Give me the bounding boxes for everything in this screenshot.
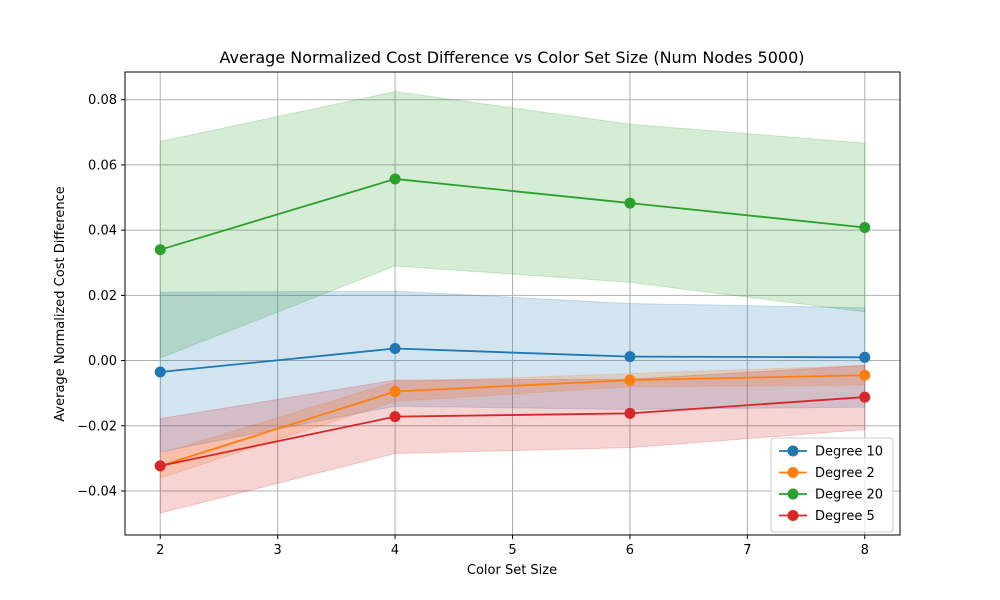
degree-20-legend-marker [787,488,799,500]
legend: Degree 10 Degree 2 Degree 20 Degree 5 [770,437,894,533]
y-tick-label: 0.04 [88,224,117,239]
degree-20-point [624,197,636,209]
x-tick-label: 4 [391,543,399,558]
degree-5-point [389,411,401,423]
degree-10-point [154,366,166,378]
series-lines [159,178,865,467]
degree-5-point [154,460,166,472]
degree-10-band [159,290,866,453]
degree-10-legend-marker [787,445,799,457]
y-tick-label: 0.00 [88,354,117,369]
degree-10-point [624,351,636,363]
y-tick-label: −0.02 [77,419,117,434]
degree-10-line [160,347,865,373]
degree-20-point [859,222,871,234]
degree-5-point [859,391,871,403]
x-tick-label: 3 [274,543,282,558]
degree-2-point [624,374,636,386]
degree-20-band [159,91,866,359]
degree-20-line [159,178,865,251]
series-points [154,173,871,472]
degree-2-legend-label: Degree 2 [815,466,875,481]
x-tick-label: 6 [626,543,634,558]
degree-2-point [389,386,401,398]
x-tick-label: 5 [508,543,516,558]
x-axis-ticks: 2 3 4 5 6 7 8 [156,535,869,558]
degree-20-legend-label: Degree 20 [815,488,883,503]
x-tick-label: 8 [861,543,869,558]
y-tick-label: 0.06 [88,158,117,173]
degree-5-line [160,396,865,467]
legend-box [770,437,894,533]
degree-2-legend-marker [787,467,799,478]
y-tick-label: 0.02 [88,289,117,304]
x-tick-label: 7 [743,543,751,558]
y-tick-label: −0.04 [77,484,117,499]
degree-10-point [389,342,401,354]
degree-10-legend-label: Degree 10 [815,445,883,460]
chart-title: Average Normalized Cost Difference vs Co… [219,48,804,67]
degree-2-line [159,374,865,467]
degree-2-point [859,369,871,381]
degree-20-point [389,173,401,185]
degree-5-legend-marker [787,510,799,521]
y-tick-label: 0.08 [88,93,117,108]
x-tick-label: 2 [156,543,164,558]
y-axis-label: Average Normalized Cost Difference [53,186,68,421]
x-axis-label: Color Set Size [467,563,557,578]
degree-5-band [159,364,866,514]
degree-10-point [859,351,871,363]
degree-5-point [624,407,636,419]
degree-5-legend-label: Degree 5 [815,509,875,524]
y-axis-ticks: −0.04 −0.02 0.00 0.02 0.04 0.06 0.08 [77,93,125,499]
degree-20-point [154,244,166,256]
grid [125,72,900,535]
